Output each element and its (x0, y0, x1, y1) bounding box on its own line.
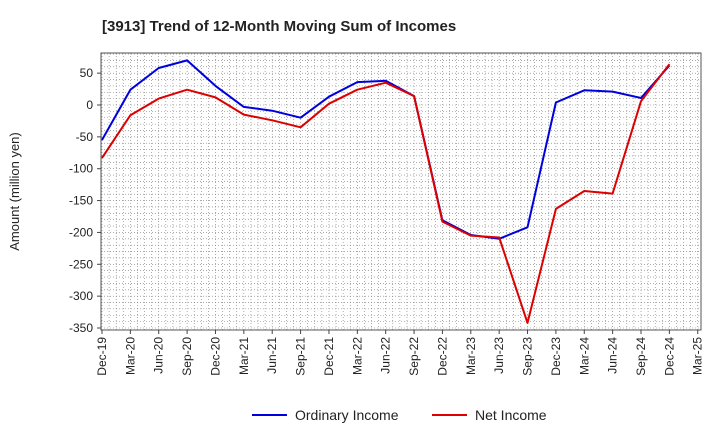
grid (101, 53, 701, 330)
x-tick-label: Sep-23 (521, 337, 535, 376)
x-tick-label: Sep-24 (634, 337, 648, 376)
x-tick-label: Sep-20 (180, 337, 194, 376)
y-tick-label: -200 (69, 225, 93, 239)
x-tick-label: Dec-19 (95, 337, 109, 376)
legend-label-net-income: Net Income (475, 407, 547, 423)
series-line-net-income (101, 63, 671, 324)
x-tick-label: Jun-23 (492, 337, 506, 374)
y-tick-label: -50 (76, 130, 94, 144)
chart-title: [3913] Trend of 12-Month Moving Sum of I… (102, 18, 456, 35)
x-tick-label: Jun-20 (152, 337, 166, 374)
x-axis-ticks: Dec-19 Mar-20 Jun-20 Sep-20 Dec-20 Mar-21 Jun-… (95, 330, 705, 376)
y-tick-label: 0 (86, 98, 93, 112)
y-tick-label: -150 (69, 194, 93, 208)
y-axis-ticks: 50 0 -50 -100 -150 -200 -250 -300 -350 (69, 66, 101, 335)
x-tick-label: Dec-24 (662, 337, 676, 376)
x-tick-label: Dec-23 (549, 337, 563, 376)
y-tick-label: -100 (69, 162, 93, 176)
x-tick-label: Mar-25 (691, 337, 705, 375)
y-tick-label: -350 (69, 321, 93, 335)
x-tick-label: Mar-23 (464, 337, 478, 375)
y-axis-label: Amount (million yen) (7, 132, 22, 251)
x-tick-label: Mar-20 (123, 337, 137, 375)
y-tick-label: -250 (69, 257, 93, 271)
series-lines (101, 59, 671, 324)
x-tick-label: Mar-21 (237, 337, 251, 375)
x-tick-label: Mar-24 (577, 337, 591, 375)
x-tick-label: Jun-24 (606, 337, 620, 374)
legend-label-ordinary-income: Ordinary Income (295, 407, 399, 423)
x-tick-label: Dec-21 (322, 337, 336, 376)
y-tick-label: -300 (69, 289, 93, 303)
legend: Ordinary Income Net Income (252, 407, 547, 423)
x-tick-label: Dec-20 (208, 337, 222, 376)
x-tick-label: Jun-21 (265, 337, 279, 374)
y-tick-label: 50 (80, 66, 94, 80)
plot-frame (100, 52, 702, 331)
x-tick-label: Sep-22 (407, 337, 421, 376)
series-line-ordinary-income (101, 59, 671, 240)
x-tick-label: Sep-21 (294, 337, 308, 376)
x-tick-label: Jun-22 (379, 337, 393, 374)
x-tick-label: Mar-22 (350, 337, 364, 375)
x-tick-label: Dec-22 (435, 337, 449, 376)
